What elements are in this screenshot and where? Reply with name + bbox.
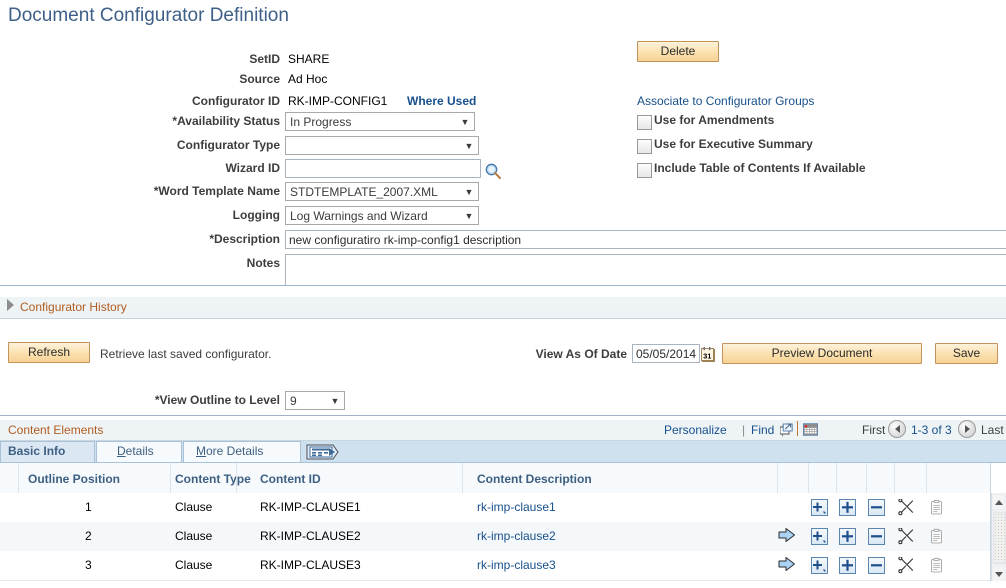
svg-text:31: 31 bbox=[703, 352, 711, 361]
